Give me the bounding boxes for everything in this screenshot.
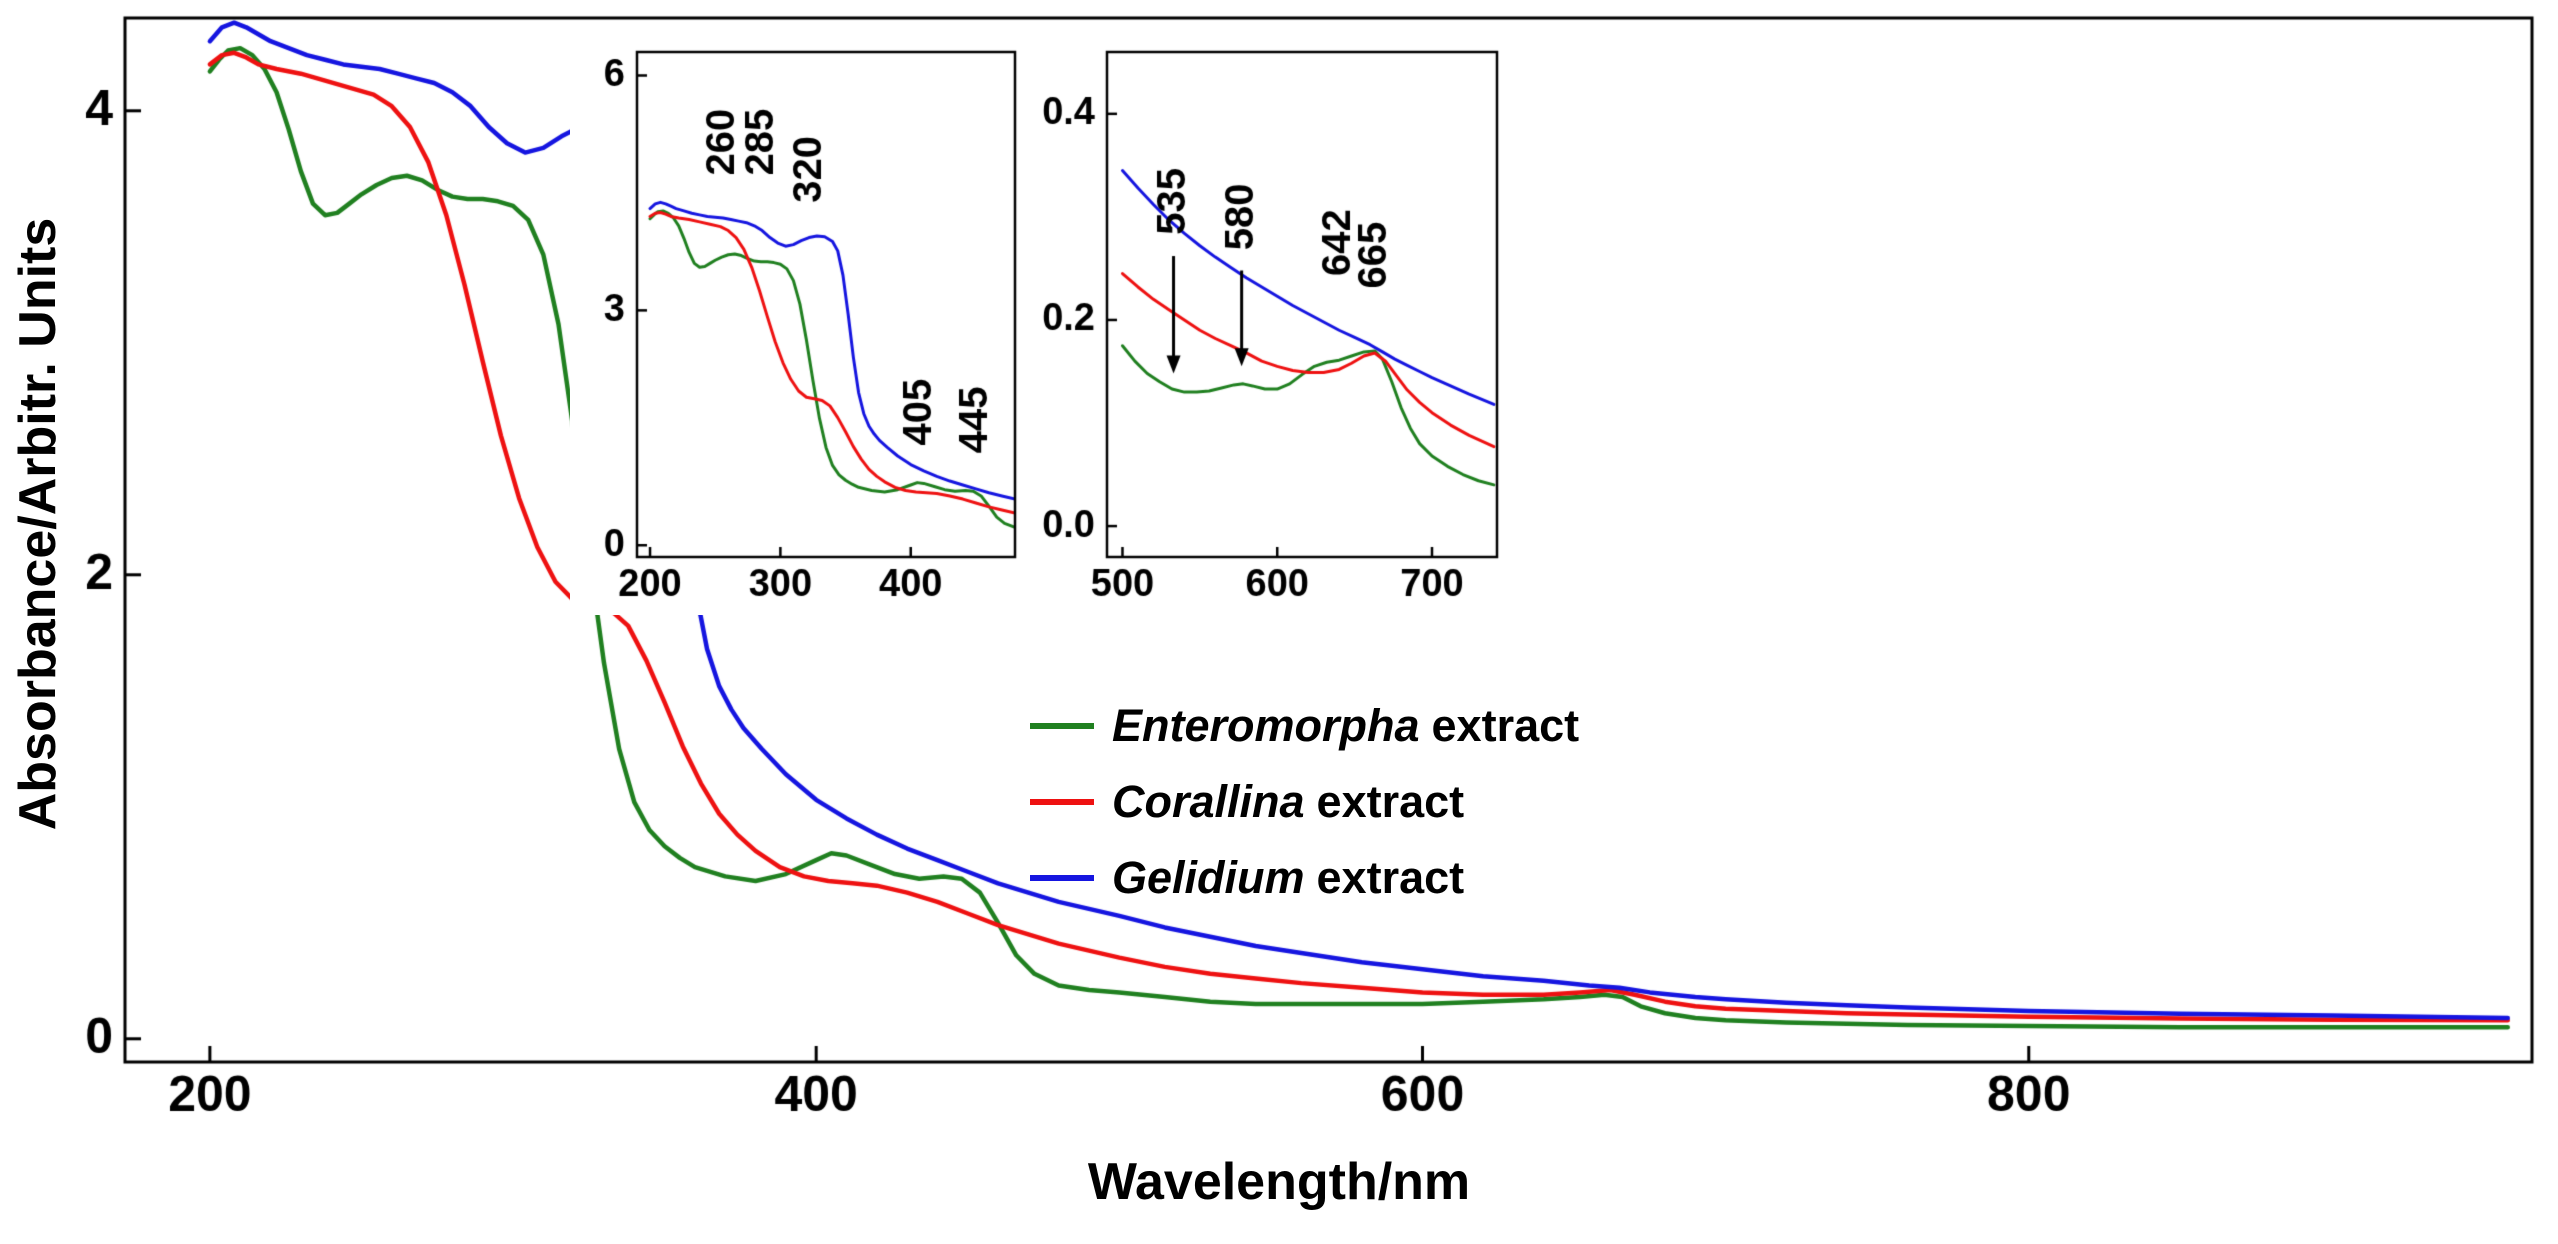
legend-suffix: extract [1316, 776, 1465, 827]
y-axis-title: Absorbance/Arbitr. Units [9, 217, 67, 831]
inset-uv-region-canvas [570, 40, 1030, 615]
inset-visible-region-canvas [1025, 40, 1510, 615]
x-axis-title: Wavelength/nm [1087, 1153, 1471, 1211]
legend-suffix: extract [1316, 852, 1465, 903]
legend-label: Corallina extract [1112, 776, 1464, 828]
legend-line-swatch-green [1030, 723, 1094, 729]
legend-line-swatch-red [1030, 799, 1094, 805]
legend-item-corallina: Corallina extract [1030, 764, 1579, 840]
legend-genus: Enteromorpha [1112, 700, 1420, 751]
legend-label: Gelidium extract [1112, 852, 1464, 904]
legend-genus: Corallina [1112, 776, 1305, 827]
legend: Enteromorpha extract Corallina extract Gel… [1030, 688, 1579, 916]
legend-line-swatch-blue [1030, 875, 1094, 881]
legend-genus: Gelidium [1112, 852, 1305, 903]
legend-suffix: extract [1431, 700, 1580, 751]
legend-label: Enteromorpha extract [1112, 700, 1579, 752]
legend-item-gelidium: Gelidium extract [1030, 840, 1579, 916]
legend-item-enteromorpha: Enteromorpha extract [1030, 688, 1579, 764]
